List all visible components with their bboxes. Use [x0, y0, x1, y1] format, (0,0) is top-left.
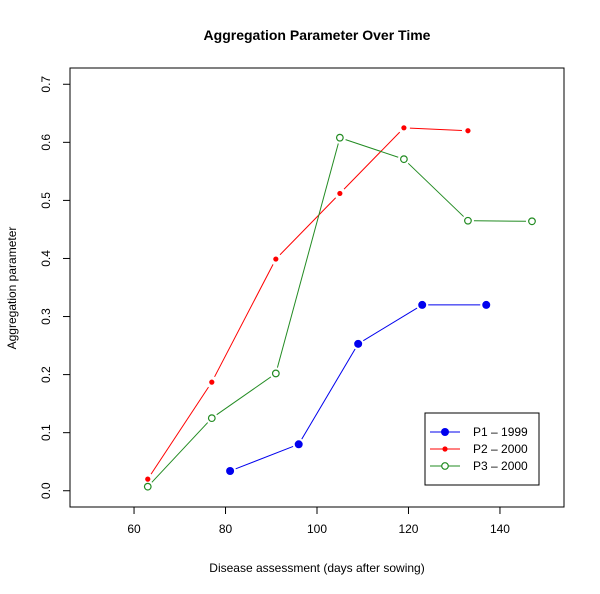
legend-item: P1 – 1999: [430, 425, 528, 439]
series-1: [226, 300, 491, 475]
x-axis-label: Disease assessment (days after sowing): [209, 561, 424, 575]
y-tick-label: 0.5: [39, 192, 53, 209]
legend-label: P2 – 2000: [473, 442, 528, 456]
data-point: [418, 300, 427, 309]
data-point: [400, 155, 408, 164]
series-line-segment: [343, 131, 401, 190]
y-axis: 0.0 0.1 0.2 0.3 0.4 0.5 0.6 0.7: [39, 76, 71, 499]
series-line-segment: [363, 307, 418, 342]
y-tick-label: 0.0: [39, 482, 53, 499]
x-axis: 60 80 100 120 140: [127, 506, 510, 536]
y-tick-label: 0.1: [39, 424, 53, 441]
x-tick-label: 100: [307, 522, 327, 536]
data-point: [401, 125, 407, 131]
series-line-segment: [345, 139, 399, 158]
data-point: [441, 462, 449, 470]
x-tick-label: 60: [127, 522, 141, 536]
data-point: [209, 379, 215, 385]
series-line-segment: [214, 264, 274, 378]
data-point: [441, 428, 449, 436]
data-point: [294, 440, 303, 449]
data-point: [465, 128, 471, 134]
series-line-segment: [409, 127, 462, 131]
chart-title: Aggregation Parameter Over Time: [204, 27, 431, 43]
data-point: [337, 190, 343, 197]
series-line-segment: [301, 348, 356, 440]
y-tick-label: 0.4: [39, 250, 53, 267]
series-2: [145, 125, 471, 482]
x-tick-label: 120: [398, 522, 418, 536]
data-point: [482, 300, 491, 309]
y-axis-label: Aggregation parameter: [5, 227, 19, 350]
y-tick-label: 0.2: [39, 366, 53, 383]
y-tick-label: 0.3: [39, 308, 53, 325]
data-point: [143, 482, 152, 491]
series-line-segment: [276, 143, 339, 368]
data-point: [226, 466, 235, 475]
series-3: [143, 133, 536, 491]
series-line-segment: [216, 376, 272, 416]
y-tick-label: 0.6: [39, 134, 53, 151]
data-point: [354, 339, 363, 348]
series-line-segment: [407, 162, 464, 217]
data-point: [464, 216, 472, 225]
series-group: [143, 125, 536, 491]
data-point: [273, 256, 279, 262]
x-tick-label: 140: [490, 522, 510, 536]
data-point: [335, 133, 344, 142]
series-line-segment: [151, 422, 209, 483]
data-point: [528, 217, 536, 226]
data-point: [442, 446, 448, 452]
legend-item: P3 – 2000: [430, 459, 528, 473]
y-tick-label: 0.7: [39, 76, 53, 93]
legend: P1 – 1999 P2 – 2000 P3 – 2000: [424, 412, 540, 486]
data-point: [207, 414, 216, 423]
data-point: [145, 476, 151, 482]
series-line-segment: [150, 386, 209, 475]
data-point: [271, 369, 280, 378]
legend-item: P2 – 2000: [430, 442, 528, 456]
series-line-segment: [279, 197, 337, 256]
legend-label: P3 – 2000: [473, 459, 528, 473]
x-tick-label: 80: [219, 522, 233, 536]
legend-label: P1 – 1999: [473, 425, 528, 439]
series-line-segment: [235, 445, 294, 470]
